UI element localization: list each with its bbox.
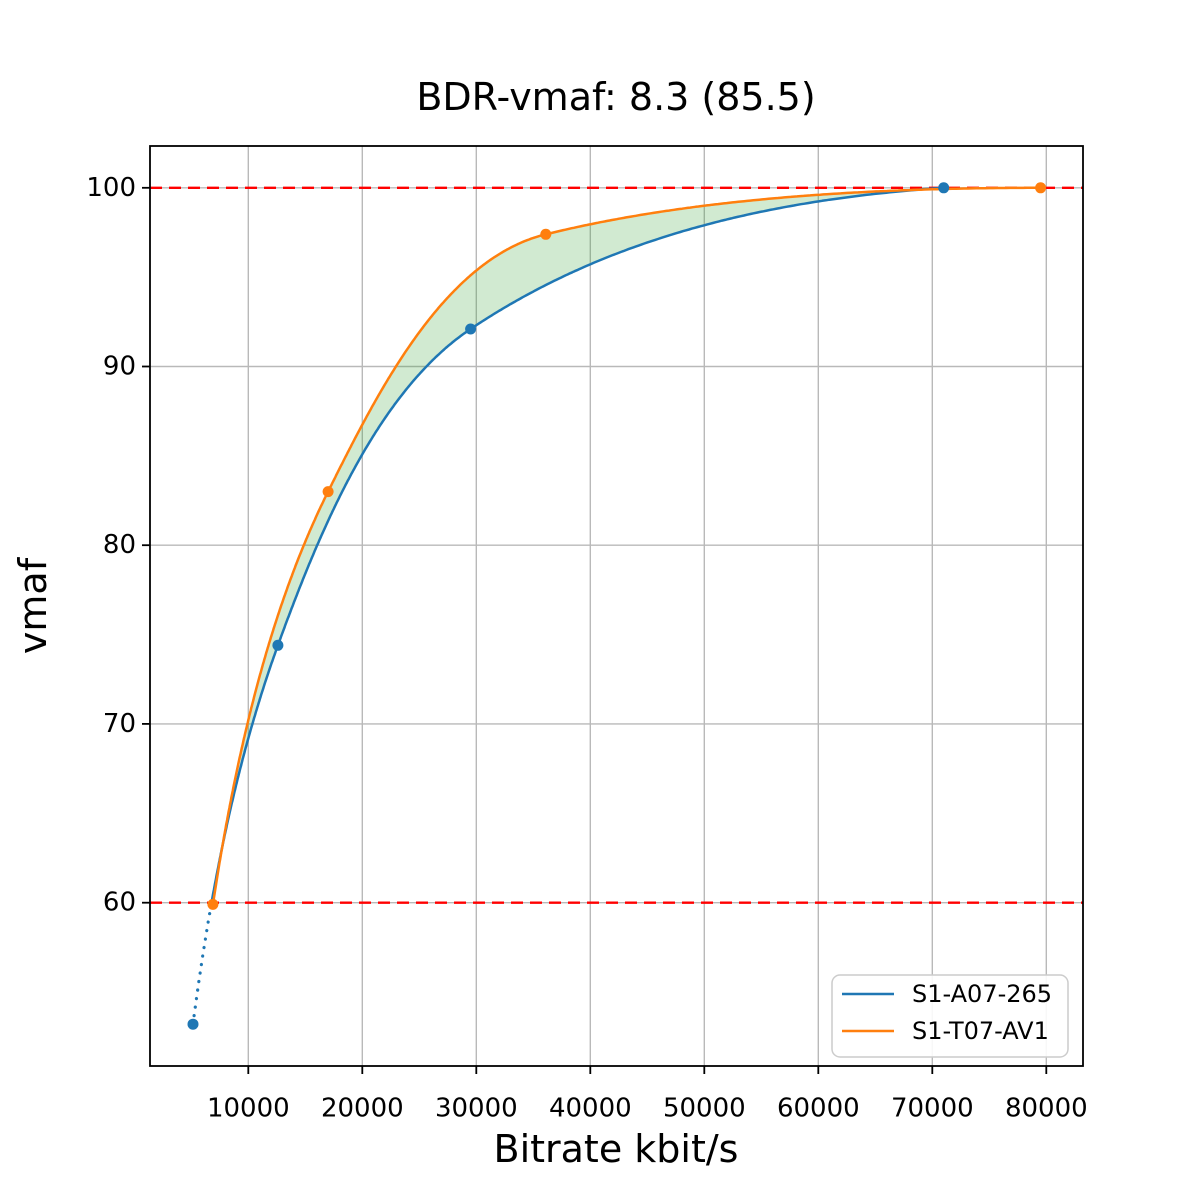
legend: S1-A07-265 S1-T07-AV1 — [831, 974, 1069, 1058]
y-tick-label: 70 — [103, 709, 136, 739]
series-0-data-point — [187, 1018, 199, 1030]
series-1-data-point — [207, 898, 219, 910]
quality-hlines — [150, 186, 1083, 904]
series-1-curve — [211, 186, 1041, 905]
x-tick-label: 40000 — [549, 1093, 632, 1123]
bd-fill-layer — [211, 187, 1041, 903]
series-0-data-point — [272, 639, 284, 651]
x-tick-label: 70000 — [891, 1093, 974, 1123]
series-0-data-point — [465, 323, 477, 335]
y-tick-label: 90 — [103, 352, 136, 382]
x-tick-label: 30000 — [435, 1093, 518, 1123]
plot-frame — [149, 145, 1084, 1067]
x-axis-label: Bitrate kbit/s — [494, 1127, 739, 1171]
y-axis-label: vmaf — [11, 556, 55, 654]
series-0-data-point — [938, 182, 950, 194]
series-1-data-point — [322, 486, 334, 498]
x-tick-label: 50000 — [663, 1093, 746, 1123]
axis-ticks: 10000 20000 30000 40000 50000 60000 70000 80000… — [86, 173, 1087, 1124]
series-0-curve — [210, 186, 944, 903]
y-tick-label: 100 — [86, 173, 136, 203]
series-markers — [187, 182, 1047, 1030]
x-tick-label: 10000 — [207, 1093, 290, 1123]
series-1-data-point — [1035, 182, 1047, 194]
x-tick-label: 60000 — [777, 1093, 860, 1123]
series-0-curve-dotted — [191, 901, 214, 1026]
x-tick-label: 80000 — [1005, 1093, 1088, 1123]
legend-box — [831, 974, 1069, 1058]
bd-fill-area — [211, 187, 1041, 903]
legend-label-series-0: S1-A07-265 — [912, 980, 1052, 1008]
series-curves — [191, 186, 1041, 1026]
legend-label-series-1: S1-T07-AV1 — [912, 1017, 1049, 1045]
y-tick-label: 60 — [103, 888, 136, 918]
series-1-data-point — [540, 228, 552, 240]
chart-title: BDR-vmaf: 8.3 (85.5) — [416, 75, 815, 119]
x-tick-label: 20000 — [321, 1093, 404, 1123]
y-tick-label: 80 — [103, 530, 136, 560]
